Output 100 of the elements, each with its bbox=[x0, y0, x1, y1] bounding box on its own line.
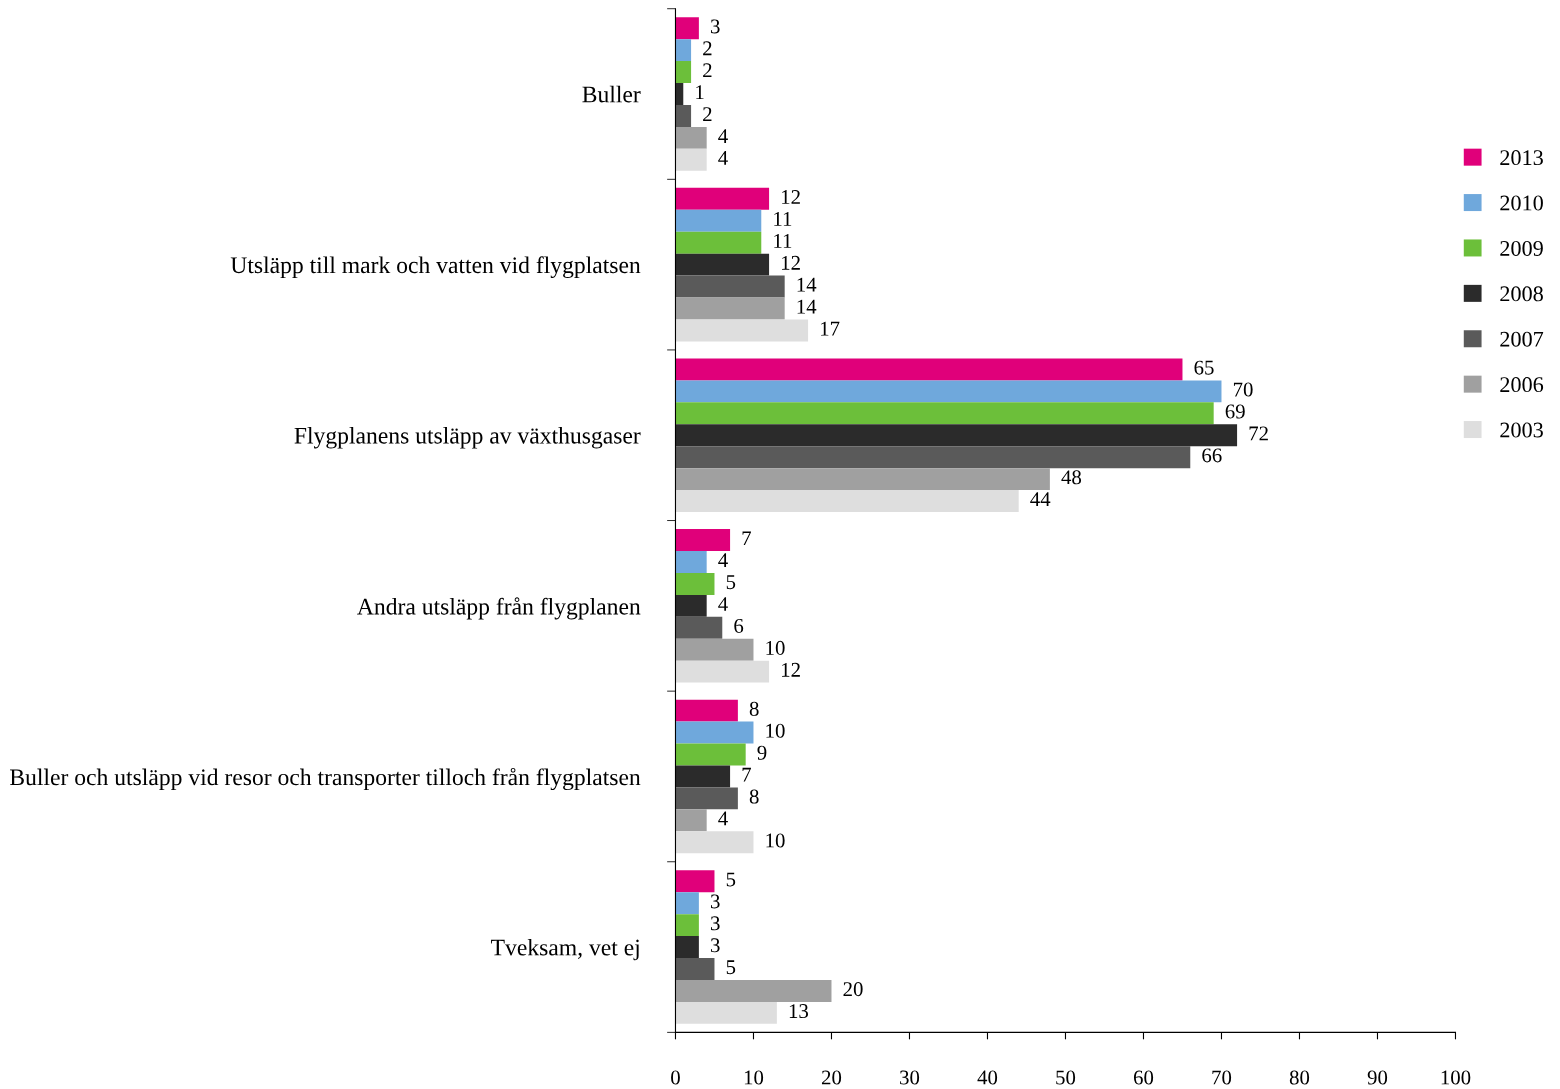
data-label: 11 bbox=[774, 212, 792, 226]
bar bbox=[675, 743, 746, 766]
data-label: 10 bbox=[766, 723, 785, 738]
bar bbox=[675, 936, 699, 959]
data-label: 2 bbox=[703, 63, 712, 78]
bar bbox=[675, 39, 692, 62]
bar bbox=[675, 148, 707, 171]
data-label: 72 bbox=[1249, 426, 1268, 441]
x-tick-label: 100 bbox=[1441, 1070, 1471, 1085]
x-tick-label: 0 bbox=[671, 1070, 680, 1085]
bar bbox=[675, 1001, 777, 1024]
x-tick-label: 50 bbox=[1056, 1070, 1076, 1085]
data-label: 48 bbox=[1061, 470, 1082, 485]
x-tick-label: 30 bbox=[900, 1070, 920, 1085]
bar bbox=[675, 809, 707, 832]
data-label: 14 bbox=[797, 277, 817, 292]
data-label: 4 bbox=[718, 553, 728, 567]
data-label: 7 bbox=[742, 767, 752, 782]
x-tick-label: 10 bbox=[744, 1070, 764, 1085]
bar bbox=[675, 787, 738, 810]
bar bbox=[675, 551, 707, 573]
data-label: 14 bbox=[797, 299, 817, 314]
data-label: 5 bbox=[726, 960, 736, 975]
data-label: 44 bbox=[1030, 492, 1051, 507]
x-tick-label: 20 bbox=[821, 1070, 842, 1085]
bar bbox=[675, 914, 699, 937]
bar bbox=[675, 61, 692, 84]
bar bbox=[675, 616, 723, 639]
legend-label: 2010 bbox=[1500, 195, 1543, 211]
bar bbox=[675, 319, 809, 342]
bar bbox=[675, 529, 731, 552]
bar bbox=[675, 424, 1238, 447]
x-tick-label: 60 bbox=[1133, 1070, 1154, 1085]
x-tick-label: 40 bbox=[977, 1070, 998, 1085]
data-label: 11 bbox=[774, 233, 792, 248]
bar bbox=[675, 104, 692, 127]
data-label: 3 bbox=[710, 19, 720, 34]
bar bbox=[675, 380, 1222, 403]
bar bbox=[675, 17, 699, 40]
data-label: 10 bbox=[766, 640, 785, 655]
legend-label: 2006 bbox=[1500, 377, 1544, 393]
data-label: 13 bbox=[789, 1004, 809, 1019]
bar bbox=[675, 209, 762, 232]
data-label: 69 bbox=[1225, 404, 1245, 419]
data-label: 66 bbox=[1202, 448, 1222, 463]
data-label: 4 bbox=[718, 597, 728, 611]
bar bbox=[675, 490, 1019, 513]
bar bbox=[675, 572, 715, 595]
data-label: 5 bbox=[726, 872, 736, 887]
data-label: 12 bbox=[782, 190, 800, 204]
bar bbox=[675, 979, 832, 1002]
bar bbox=[675, 446, 1191, 469]
legend-label: 2007 bbox=[1500, 331, 1544, 347]
bar bbox=[675, 831, 754, 854]
x-tick-label: 80 bbox=[1289, 1070, 1310, 1085]
data-label: 8 bbox=[749, 701, 759, 716]
data-label: 7 bbox=[742, 531, 752, 546]
bar bbox=[675, 297, 785, 320]
data-label: 6 bbox=[734, 619, 744, 633]
data-label: 3 bbox=[710, 916, 720, 931]
y-tick-label: Buller och utsläpp vid resor och transporter tilloch från flygplatsen bbox=[10, 767, 641, 791]
data-label: 1 bbox=[696, 85, 704, 100]
y-tick-label: Utsläpp till mark och vatten vid flygplatsen bbox=[230, 256, 641, 279]
legend-label: 2008 bbox=[1500, 286, 1543, 302]
data-label: 20 bbox=[843, 982, 863, 997]
bar bbox=[675, 468, 1050, 491]
bar bbox=[675, 231, 762, 254]
y-tick-label: Andra utsläpp från flygplanen bbox=[357, 597, 641, 620]
bar bbox=[675, 870, 715, 893]
data-label: 8 bbox=[749, 789, 759, 804]
bar bbox=[675, 892, 699, 915]
legend-label: 2009 bbox=[1500, 240, 1543, 256]
y-tick-label: Flygplanens utsläpp av växthusgaser bbox=[294, 427, 641, 449]
data-label: 17 bbox=[821, 321, 840, 336]
data-label: 70 bbox=[1233, 382, 1253, 397]
legend-label: 2003 bbox=[1500, 422, 1543, 438]
y-tick-label: Tveksam, vet ej bbox=[491, 938, 639, 961]
data-label: 3 bbox=[710, 894, 720, 909]
bar bbox=[675, 253, 770, 276]
data-label: 9 bbox=[757, 745, 767, 760]
bar bbox=[675, 765, 731, 788]
data-label: 2 bbox=[703, 41, 712, 56]
y-tick-label: Buller bbox=[582, 85, 641, 103]
data-label: 4 bbox=[718, 129, 728, 143]
data-label: 4 bbox=[718, 811, 728, 826]
x-tick-label: 70 bbox=[1212, 1070, 1232, 1085]
bar bbox=[675, 402, 1214, 425]
data-label: 65 bbox=[1194, 360, 1214, 375]
data-label: 3 bbox=[710, 938, 720, 953]
data-label: 10 bbox=[766, 833, 785, 848]
bar bbox=[675, 958, 715, 980]
bar bbox=[675, 721, 754, 744]
data-label: 2 bbox=[703, 107, 712, 121]
legend-label: 2013 bbox=[1500, 150, 1543, 166]
bar bbox=[675, 638, 754, 661]
bar bbox=[675, 594, 707, 617]
bar bbox=[675, 358, 1183, 381]
data-label: 5 bbox=[726, 575, 736, 590]
bar bbox=[675, 126, 707, 149]
data-label: 4 bbox=[718, 151, 728, 165]
